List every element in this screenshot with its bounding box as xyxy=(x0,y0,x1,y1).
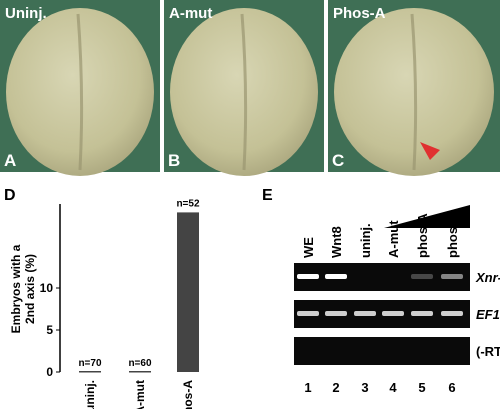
lane-label: A-mut xyxy=(386,220,401,258)
panel-letter: C xyxy=(332,151,344,170)
bar-annotation: n=52 xyxy=(176,198,200,209)
gel-band xyxy=(382,311,404,316)
gel-strip xyxy=(294,337,470,365)
panel-letter: D xyxy=(4,187,16,204)
gel-band xyxy=(297,274,319,279)
x-tick-label: A-mut xyxy=(133,380,147,409)
lane-number: 1 xyxy=(304,380,311,395)
y-axis-title: Embryos with a xyxy=(9,244,23,333)
lane-number: 5 xyxy=(418,380,425,395)
row-label: EF1-α xyxy=(476,307,500,322)
gel-strip xyxy=(294,263,470,291)
lane-label: Wnt8 xyxy=(329,226,344,258)
lane-label: WE xyxy=(301,237,316,258)
lane-number: 3 xyxy=(361,380,368,395)
gel-band xyxy=(325,274,347,279)
gel-band xyxy=(411,274,433,279)
embryo-groove xyxy=(410,13,418,171)
bar xyxy=(129,371,151,373)
bar-annotation: n=70 xyxy=(78,358,102,369)
row-label: Xnr-3 xyxy=(475,270,500,285)
lane-number: 6 xyxy=(448,380,455,395)
lane-label: uninj. xyxy=(358,223,373,258)
gradient-triangle xyxy=(384,205,470,228)
panel-letter: B xyxy=(168,151,180,170)
y-tick-label: 5 xyxy=(46,323,53,337)
embryo-groove xyxy=(76,13,84,171)
gel-band xyxy=(441,311,463,316)
gel-band xyxy=(297,311,319,316)
gel-band xyxy=(441,274,463,279)
bar xyxy=(79,371,101,373)
photo-label: A-mut xyxy=(169,5,212,22)
bar xyxy=(177,212,199,372)
gel-band xyxy=(325,311,347,316)
y-axis-title: 2nd axis (%) xyxy=(23,254,37,324)
lane-label: phos-A xyxy=(445,213,460,258)
y-tick-label: 0 xyxy=(46,365,53,379)
panel-letter: A xyxy=(4,151,16,170)
photo-label: Phos-A xyxy=(333,5,386,22)
gel-band xyxy=(354,311,376,316)
panel-letter: E xyxy=(262,187,273,204)
gel-band xyxy=(411,311,433,316)
x-tick-label: uninj. xyxy=(83,380,97,409)
row-label: (-RT) xyxy=(476,344,500,359)
lane-number: 4 xyxy=(389,380,397,395)
embryo-groove xyxy=(240,13,248,171)
bar-annotation: n=60 xyxy=(128,358,152,369)
lane-number: 2 xyxy=(332,380,339,395)
arrowhead xyxy=(420,142,440,160)
y-tick-label: 10 xyxy=(40,281,54,295)
lane-label: phos-A xyxy=(415,213,430,258)
photo-label: Uninj. xyxy=(5,5,47,22)
x-tick-label: Phos-A xyxy=(181,380,195,409)
